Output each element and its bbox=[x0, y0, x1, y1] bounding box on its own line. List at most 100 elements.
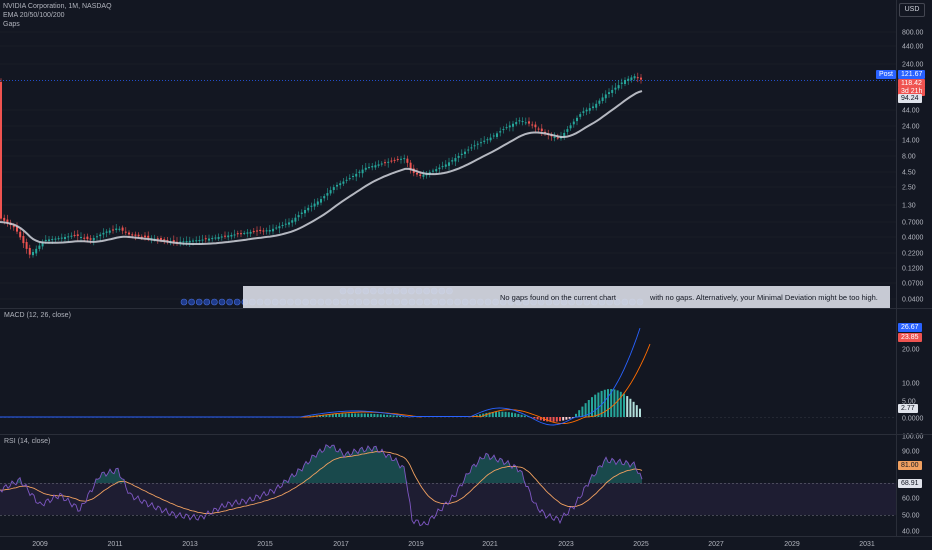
candle-body bbox=[204, 238, 207, 240]
candle-body bbox=[57, 238, 60, 240]
candle-body bbox=[76, 234, 79, 236]
candle-body bbox=[515, 122, 518, 125]
candle-body bbox=[272, 228, 274, 232]
price-axis[interactable]: 800.00 440.00 240.00 44.00 24.00 14.00 8.00 4.5… bbox=[902, 30, 924, 304]
pane-separator-rsi[interactable] bbox=[0, 434, 932, 435]
macd-hist-bar bbox=[552, 417, 555, 422]
candle-body bbox=[51, 239, 54, 241]
candle-body bbox=[393, 159, 396, 161]
ema-legend[interactable]: EMA 20/50/100/200 bbox=[3, 12, 65, 19]
candle-body bbox=[505, 127, 508, 129]
candle-body bbox=[374, 165, 377, 168]
macd-tick-label: 10.00 bbox=[902, 381, 920, 388]
candle-body bbox=[0, 81, 2, 219]
candle-body bbox=[323, 196, 326, 199]
macd-hist-bar bbox=[386, 414, 389, 417]
candle-body bbox=[3, 217, 6, 221]
gaps-warning-box bbox=[243, 286, 890, 308]
candle-body bbox=[304, 210, 306, 214]
candle-body bbox=[92, 237, 95, 241]
macd-title[interactable]: MACD (12, 26, close) bbox=[4, 312, 71, 319]
macd-hist-bar bbox=[367, 413, 369, 417]
time-tick-label: 2027 bbox=[708, 541, 724, 548]
macd-hist-bar bbox=[363, 413, 366, 417]
candle-body bbox=[582, 111, 585, 113]
candle-body bbox=[291, 220, 294, 223]
time-axis-border bbox=[0, 536, 932, 537]
macd-hist-bar bbox=[402, 416, 405, 417]
candle-body bbox=[595, 103, 598, 108]
candle-body bbox=[540, 128, 543, 132]
candle-body bbox=[249, 231, 252, 234]
hist-value-tag: 2.77 bbox=[898, 404, 918, 413]
gap-marker bbox=[203, 298, 211, 306]
candle-body bbox=[41, 242, 44, 247]
candle-body bbox=[556, 137, 559, 139]
pane-separator-macd[interactable] bbox=[0, 308, 932, 309]
candle-body bbox=[275, 227, 278, 229]
price-tick-label: 14.00 bbox=[902, 138, 920, 145]
macd-hist-bar bbox=[565, 417, 568, 420]
candle-body bbox=[339, 183, 342, 186]
candle-body bbox=[64, 237, 66, 240]
candle-body bbox=[44, 239, 47, 242]
candle-body bbox=[156, 238, 159, 240]
candle-body bbox=[25, 241, 28, 249]
rsi-value-tag: 68.91 bbox=[898, 479, 922, 488]
candle-body bbox=[307, 207, 310, 211]
post-price-tag: 121.67 bbox=[898, 70, 926, 79]
candle-body bbox=[313, 203, 316, 207]
candle-body bbox=[288, 222, 290, 225]
candle-body bbox=[80, 237, 82, 238]
candle-body bbox=[316, 201, 319, 205]
candle-body bbox=[524, 122, 527, 124]
price-tick-label: 0.2200 bbox=[902, 251, 924, 258]
macd-hist-bar bbox=[389, 415, 392, 417]
candle-body bbox=[182, 241, 185, 243]
rsi-tick-label: 40.00 bbox=[902, 529, 920, 536]
candle-body bbox=[518, 120, 521, 122]
rsi-tick-label: 60.00 bbox=[902, 496, 920, 503]
candle-body bbox=[336, 184, 338, 187]
candle-body bbox=[355, 173, 358, 177]
gap-marker bbox=[218, 298, 226, 306]
candle-body bbox=[483, 140, 486, 142]
candle-body bbox=[451, 160, 454, 162]
candle-body bbox=[112, 229, 114, 231]
gaps-legend[interactable]: Gaps bbox=[3, 21, 20, 28]
gap-marker bbox=[180, 298, 188, 306]
time-axis[interactable]: 2009 2011 2013 2015 2017 2019 2021 2023 2025 2027… bbox=[32, 541, 875, 548]
rsi-tick-label: 100.00 bbox=[902, 434, 924, 441]
candle-body bbox=[70, 235, 73, 237]
macd-hist-bar bbox=[501, 411, 504, 417]
gap-marker bbox=[233, 298, 241, 306]
macd-hist-bar bbox=[354, 413, 357, 417]
candle-body bbox=[422, 174, 425, 177]
candle-body bbox=[342, 181, 345, 184]
countdown-tag: 3d 21h bbox=[898, 87, 926, 96]
rsi-title[interactable]: RSI (14, close) bbox=[4, 438, 51, 445]
candle-body bbox=[35, 248, 38, 254]
candle-body bbox=[457, 155, 460, 158]
candle-body bbox=[89, 238, 92, 240]
candle-body bbox=[224, 235, 226, 237]
macd-hist-bar bbox=[613, 389, 616, 417]
currency-button[interactable]: USD bbox=[899, 3, 925, 17]
time-tick-label: 2031 bbox=[859, 541, 875, 548]
candle-body bbox=[460, 153, 463, 155]
candle-body bbox=[38, 245, 41, 249]
candle-body bbox=[297, 215, 300, 218]
candle-body bbox=[230, 234, 233, 237]
candle-body bbox=[480, 142, 482, 144]
macd-hist-bar bbox=[635, 405, 638, 417]
macd-axis[interactable]: 20.00 10.00 5.00 0.0000 bbox=[902, 347, 924, 423]
macd-hist-bar bbox=[591, 397, 593, 417]
macd-hist-bar bbox=[623, 393, 625, 417]
candle-body bbox=[134, 234, 137, 236]
candle-body bbox=[416, 172, 418, 175]
price-tick-label: 1.30 bbox=[902, 203, 916, 210]
candle-body bbox=[345, 179, 348, 181]
macd-hist-bar bbox=[619, 391, 622, 417]
